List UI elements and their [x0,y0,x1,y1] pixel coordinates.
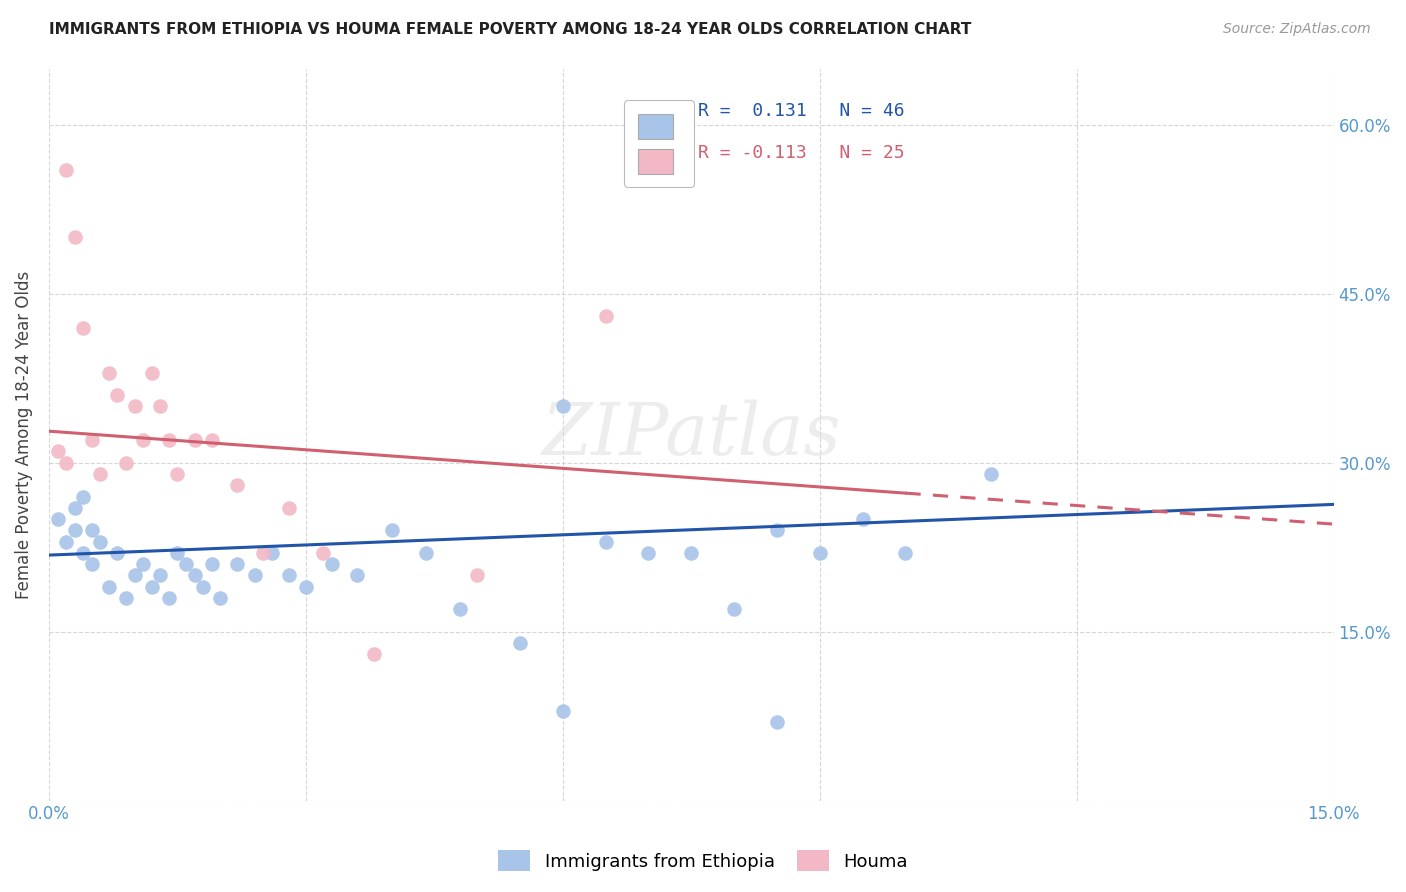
Point [115,456,138,470]
Point [141,580,163,594]
Point [55,162,77,177]
Point [132,433,155,447]
Point [183,433,205,447]
Point [209,591,232,605]
Point [363,647,385,661]
Point [637,546,659,560]
Point [46,444,69,458]
Point [141,366,163,380]
Point [166,546,188,560]
Point [894,546,917,560]
Point [595,534,617,549]
Text: Source: ZipAtlas.com: Source: ZipAtlas.com [1223,22,1371,37]
Point [149,400,172,414]
Point [723,602,745,616]
Point [97,366,120,380]
Point [149,568,172,582]
Point [226,478,249,492]
Point [55,456,77,470]
Point [277,568,299,582]
Text: R =  0.131   N = 46: R = 0.131 N = 46 [697,102,904,120]
Point [295,580,318,594]
Point [89,534,111,549]
Point [551,400,574,414]
Point [46,512,69,526]
Point [766,524,789,538]
Point [72,320,94,334]
Point [124,568,146,582]
Point [449,602,471,616]
Point [852,512,875,526]
Point [157,433,180,447]
Point [243,568,266,582]
Point [191,580,214,594]
Point [115,591,138,605]
Point [277,500,299,515]
Point [157,591,180,605]
Point [183,568,205,582]
Point [107,546,129,560]
Point [415,546,437,560]
Text: R = -0.113   N = 25: R = -0.113 N = 25 [697,144,904,161]
Point [80,433,103,447]
Point [124,400,146,414]
Point [174,557,197,571]
Text: ZIPatlas: ZIPatlas [541,400,841,470]
Point [321,557,343,571]
Point [312,546,335,560]
Point [97,580,120,594]
Point [166,467,188,481]
Point [226,557,249,571]
Point [55,534,77,549]
Point [380,524,402,538]
Point [80,524,103,538]
Point [509,636,531,650]
Legend: Immigrants from Ethiopia, Houma: Immigrants from Ethiopia, Houma [491,843,915,879]
Legend: , : , [624,100,695,187]
Point [132,557,155,571]
Point [681,546,703,560]
Point [63,230,86,244]
Point [72,546,94,560]
Point [252,546,274,560]
Point [72,490,94,504]
Point [465,568,488,582]
Y-axis label: Female Poverty Among 18-24 Year Olds: Female Poverty Among 18-24 Year Olds [15,270,32,599]
Point [63,500,86,515]
Point [201,557,224,571]
Point [766,714,789,729]
Point [260,546,283,560]
Point [107,388,129,402]
Point [201,433,224,447]
Point [63,524,86,538]
Point [980,467,1002,481]
Point [80,557,103,571]
Point [808,546,831,560]
Point [551,704,574,718]
Text: IMMIGRANTS FROM ETHIOPIA VS HOUMA FEMALE POVERTY AMONG 18-24 YEAR OLDS CORRELATI: IMMIGRANTS FROM ETHIOPIA VS HOUMA FEMALE… [49,22,972,37]
Point [595,310,617,324]
Point [346,568,368,582]
Point [89,467,111,481]
